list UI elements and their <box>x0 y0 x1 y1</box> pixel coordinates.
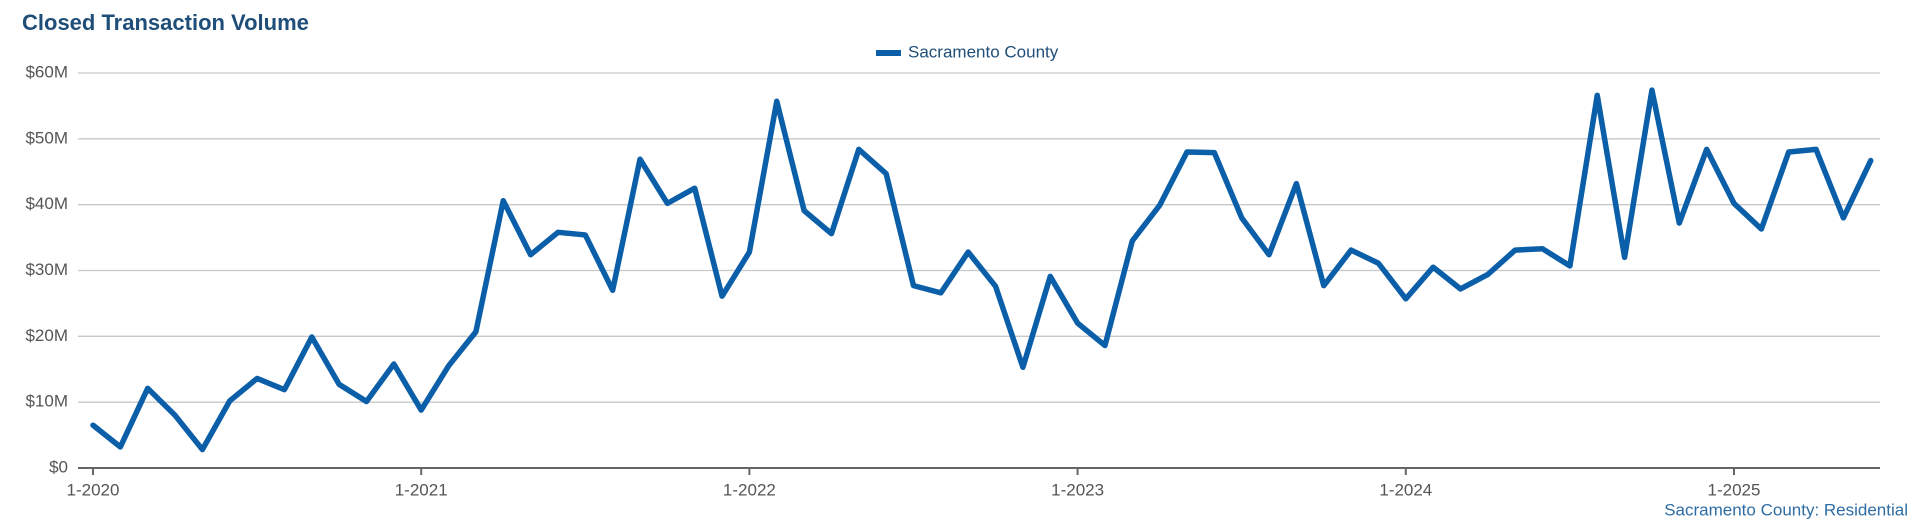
y-tick-label: $60M <box>25 62 68 81</box>
x-tick-label: 1-2023 <box>1051 480 1104 499</box>
y-tick-label: $10M <box>25 392 68 411</box>
y-tick-label: $30M <box>25 260 68 279</box>
y-tick-label: $40M <box>25 194 68 213</box>
y-tick-label: $50M <box>25 128 68 147</box>
x-tick-label: 1-2021 <box>395 480 448 499</box>
x-tick-label: 1-2024 <box>1379 480 1432 499</box>
x-tick-label: 1-2025 <box>1708 480 1761 499</box>
x-tick-label: 1-2020 <box>67 480 120 499</box>
series-line <box>90 87 1874 453</box>
y-tick-label: $0 <box>49 457 68 476</box>
chart-title: Closed Transaction Volume <box>22 10 309 35</box>
footnote: Sacramento County: Residential <box>1664 500 1908 519</box>
legend-label: Sacramento County <box>908 42 1059 61</box>
y-tick-label: $20M <box>25 326 68 345</box>
x-tick-label: 1-2022 <box>723 480 776 499</box>
